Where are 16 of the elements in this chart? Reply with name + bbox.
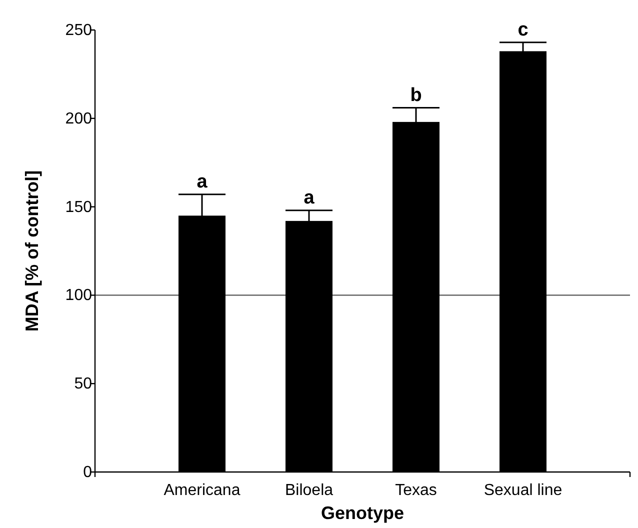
annotation: b: [410, 84, 422, 106]
x-tick-label: Biloela: [284, 482, 334, 499]
annotation: a: [304, 187, 315, 208]
x-tick-label: Texas: [395, 482, 437, 499]
x-tick-label: Americana: [164, 482, 240, 499]
annotation: c: [518, 19, 529, 40]
y-tick-label: 0: [83, 464, 92, 481]
annotation: a: [196, 171, 208, 192]
y-tick-label: 250: [65, 22, 92, 39]
y-tick-label: 50: [74, 376, 92, 393]
x-axis-title: Genotype: [320, 503, 404, 523]
y-axis-title: MDA [% of control]: [22, 170, 42, 332]
y-tick-label: 150: [65, 198, 92, 216]
y-tick-label: 100: [65, 287, 92, 304]
y-tick-label: 200: [65, 110, 92, 128]
x-tick-label: Sexual line: [484, 482, 562, 499]
